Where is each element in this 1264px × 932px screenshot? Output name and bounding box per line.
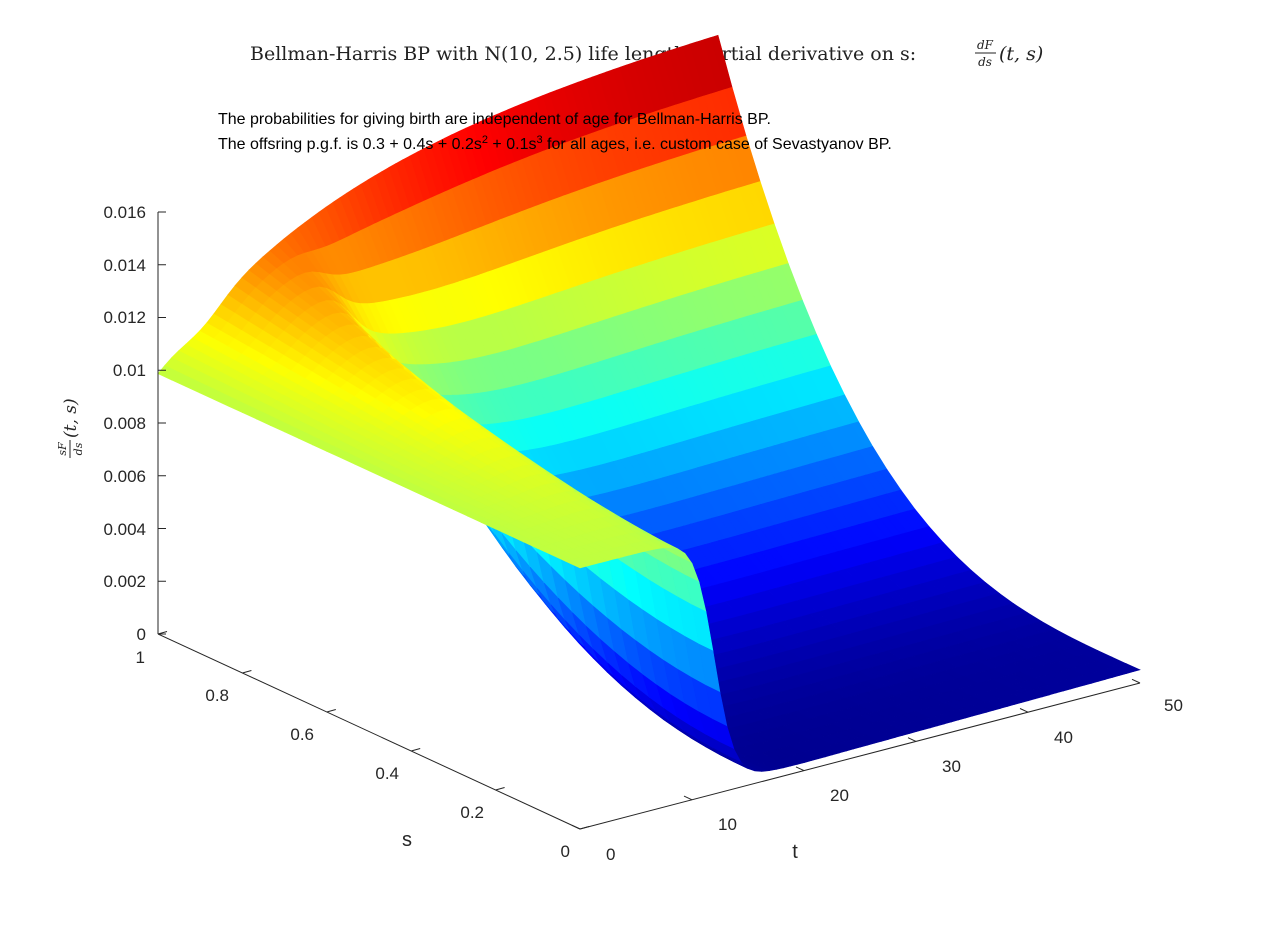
t-axis-line [579,682,1141,830]
tick-mark [411,748,421,752]
tick-mark [326,709,336,713]
title-formula-denominator: ds [978,55,992,69]
s-tick-label: 0.8 [205,686,229,705]
t-axis-label: t [792,841,798,863]
t-tick-label: 50 [1164,696,1183,715]
t-tick-labels: 0 10 20 30 40 50 [606,696,1183,864]
s-tick-label: 0.2 [460,803,484,822]
tick-mark [579,826,590,830]
z-tick-label: 0 [137,625,146,644]
tick-mark [683,795,693,801]
z-label-numerator: sF [56,442,69,456]
z-tick-label: 0.012 [103,308,146,327]
z-label-denominator: ds [72,442,85,455]
z-tick-label: 0.006 [103,467,146,486]
z-tick-label: 0.002 [103,572,146,591]
tick-mark [1131,678,1141,684]
title-formula-args: (t, s) [999,43,1043,65]
surface-mesh [157,34,1141,772]
s-axis-line [157,633,581,830]
s-tick-labels: 0 0.2 0.4 0.6 0.8 1 [136,648,570,861]
chart-title: Bellman-Harris BP with N(10, 2.5) life l… [250,43,916,65]
s-tick-label: 0.6 [290,725,314,744]
t-tick-label: 0 [606,845,615,864]
annotation-line-1: The probabilities for giving birth are i… [218,111,771,128]
s-tick-label: 0 [561,842,570,861]
t-tick-label: 20 [830,786,849,805]
tick-mark [157,631,168,635]
t-tick-label: 30 [942,757,961,776]
z-tick-label: 0.016 [103,203,146,222]
title-formula-numerator: dF [977,38,994,52]
s-tick-label: 1 [136,648,145,667]
t-tick-label: 10 [718,815,737,834]
z-label-args: (t, s) [61,398,81,438]
axis-ticks [157,211,1141,830]
tick-mark [795,766,805,772]
z-tick-labels: 0 0.002 0.004 0.006 0.008 0.01 0.012 0.0… [103,203,146,644]
t-tick-label: 40 [1054,728,1073,747]
surface-patch [1118,663,1141,673]
tick-mark [907,737,917,742]
z-axis-label: sF ds (t, s) [56,398,85,458]
tick-mark [242,670,252,674]
annotation-line-2: The offsring p.g.f. is 0.3 + 0.4s + 0.2s… [218,134,892,153]
z-tick-label: 0.008 [103,414,146,433]
tick-mark [571,824,581,830]
z-tick-label: 0.014 [103,256,146,275]
s-axis-label: s [402,829,412,851]
s-tick-label: 0.4 [375,764,399,783]
z-tick-label: 0.01 [113,361,146,380]
tick-mark [495,787,505,791]
z-tick-label: 0.004 [103,520,146,539]
tick-mark [1019,708,1029,713]
